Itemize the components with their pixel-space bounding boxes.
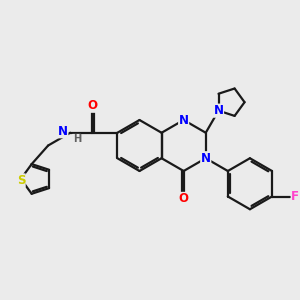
Text: O: O <box>179 192 189 206</box>
Text: N: N <box>214 104 224 117</box>
Text: F: F <box>291 190 299 203</box>
Text: N: N <box>179 113 189 127</box>
Text: N: N <box>58 125 68 138</box>
Text: O: O <box>87 99 97 112</box>
Text: H: H <box>73 134 81 144</box>
Text: N: N <box>214 104 224 117</box>
Text: N: N <box>201 152 211 165</box>
Text: S: S <box>16 174 25 187</box>
Text: N: N <box>58 125 68 138</box>
Text: F: F <box>291 190 299 203</box>
Text: S: S <box>16 174 25 187</box>
Text: H: H <box>73 134 81 144</box>
Text: O: O <box>179 192 189 206</box>
Text: N: N <box>179 113 189 127</box>
Text: N: N <box>201 152 211 165</box>
Text: O: O <box>87 99 97 112</box>
